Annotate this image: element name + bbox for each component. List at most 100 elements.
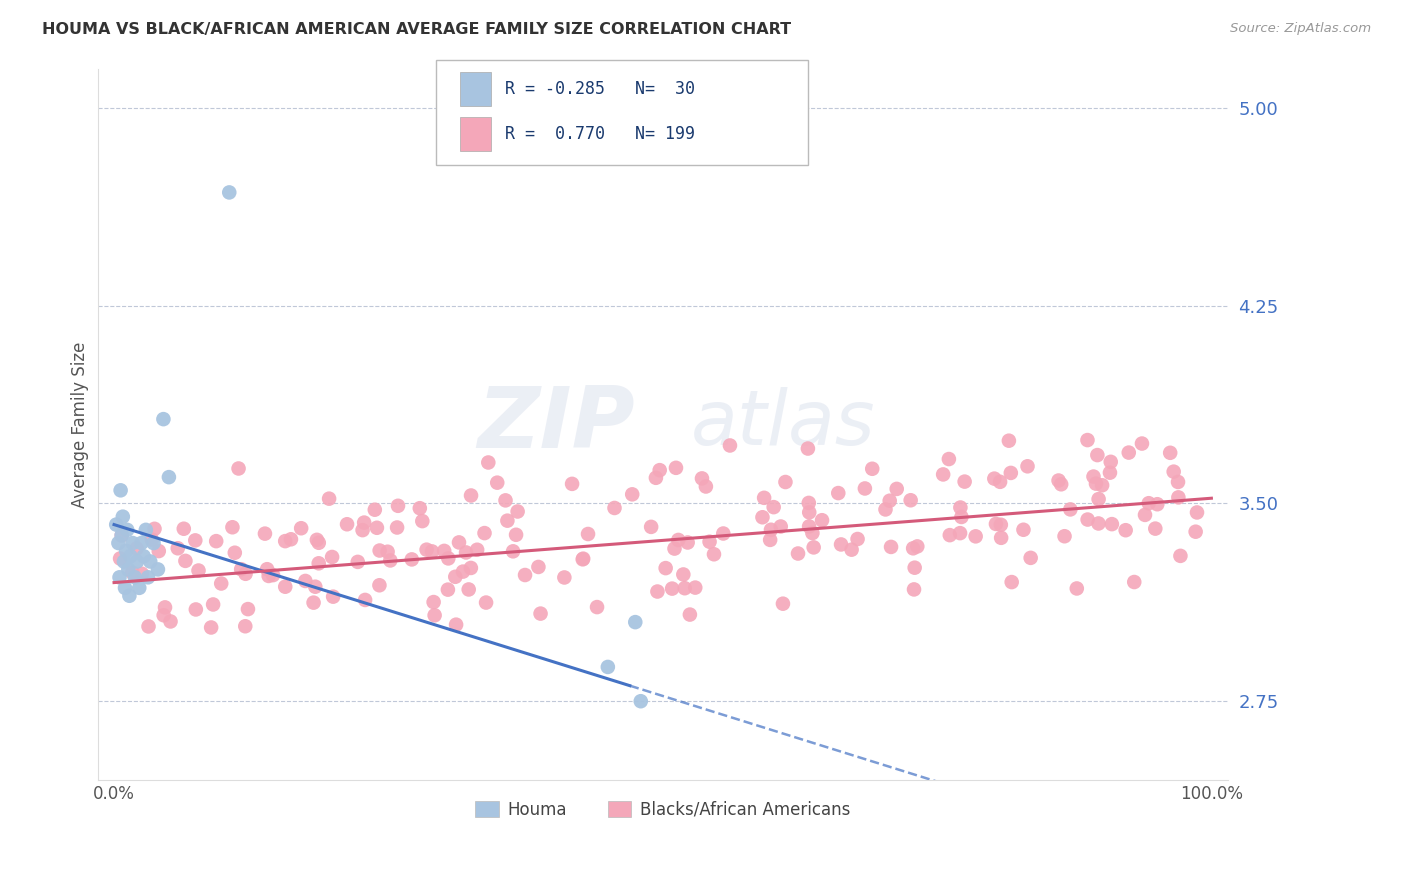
Point [1098,466,1121,480]
Point [346,555,368,569]
Point [148,544,170,558]
Point [433,544,456,558]
Point [949,526,972,541]
Point [496,514,519,528]
Point [699,534,721,549]
Point [1099,455,1122,469]
Point [364,502,387,516]
Point [256,562,278,576]
Point [576,527,599,541]
Point [949,500,972,515]
Point [502,544,524,558]
Point [368,543,391,558]
Point [879,493,901,508]
Point [380,553,402,567]
Point [132,549,155,564]
Point [596,660,619,674]
Point [938,452,960,467]
Point [645,471,668,485]
Point [1019,550,1042,565]
Point [1047,474,1070,488]
Point [111,528,134,542]
Point [505,528,527,542]
Point [131,536,153,550]
Point [673,581,696,595]
Point [304,580,326,594]
Point [115,544,138,558]
Legend: Houma, Blacks/African Americans: Houma, Blacks/African Americans [468,794,856,825]
Point [950,510,973,524]
Point [174,554,197,568]
Point [827,486,849,500]
Point [1066,582,1088,596]
Point [1059,502,1081,516]
Point [797,519,820,533]
Point [437,551,460,566]
Point [875,502,897,516]
Text: R =  0.770   N= 199: R = 0.770 N= 199 [505,125,695,143]
Point [506,504,529,518]
Point [352,523,374,537]
Point [321,549,343,564]
Point [752,491,775,505]
Point [409,501,432,516]
Point [672,567,695,582]
Point [224,546,246,560]
Text: Source: ZipAtlas.com: Source: ZipAtlas.com [1230,22,1371,36]
Point [1077,512,1099,526]
Point [153,600,176,615]
Point [1085,476,1108,491]
Point [221,520,243,534]
Point [1123,574,1146,589]
Point [495,493,517,508]
Point [236,602,259,616]
Point [886,482,908,496]
Point [457,582,479,597]
Point [274,534,297,549]
Point [860,462,883,476]
Point [159,615,181,629]
Point [377,545,399,559]
Point [527,560,550,574]
Point [454,545,477,559]
Point [105,517,128,532]
Point [1087,492,1109,507]
Point [302,596,325,610]
Point [904,560,927,574]
Point [1146,497,1168,511]
Point [1133,508,1156,522]
Point [571,552,593,566]
Point [290,521,312,535]
Point [125,541,148,556]
Point [665,460,688,475]
Text: HOUMA VS BLACK/AFRICAN AMERICAN AVERAGE FAMILY SIZE CORRELATION CHART: HOUMA VS BLACK/AFRICAN AMERICAN AVERAGE … [42,22,792,37]
Point [679,607,702,622]
Point [1001,575,1024,590]
Text: atlas: atlas [690,387,876,461]
Point [718,438,741,452]
Point [787,547,810,561]
Point [423,608,446,623]
Point [115,523,138,537]
Point [900,493,922,508]
Point [447,535,470,549]
Point [953,475,976,489]
Point [983,472,1005,486]
Point [354,593,377,607]
Point [1053,529,1076,543]
Point [801,526,824,541]
Point [157,470,180,484]
Point [444,617,467,632]
Y-axis label: Average Family Size: Average Family Size [72,342,89,508]
Point [460,561,482,575]
Point [475,596,498,610]
Point [1085,448,1108,462]
Text: ZIP: ZIP [477,383,634,466]
Point [666,533,689,547]
Point [152,412,174,426]
Point [233,619,256,633]
Point [1076,433,1098,447]
Point [308,535,330,549]
Point [1050,477,1073,491]
Point [125,554,148,568]
